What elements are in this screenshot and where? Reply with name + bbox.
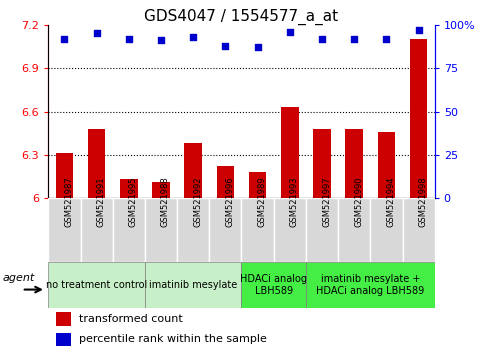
FancyBboxPatch shape [306,198,338,262]
Bar [185,143,202,198]
FancyBboxPatch shape [145,262,242,308]
Bar [345,129,363,198]
Text: GSM521995: GSM521995 [129,176,138,227]
FancyBboxPatch shape [145,198,177,262]
Point [60,36,68,41]
Point [318,36,326,41]
Text: GSM521991: GSM521991 [97,176,106,227]
Text: GSM521992: GSM521992 [193,176,202,227]
Text: GSM521997: GSM521997 [322,176,331,227]
Bar [313,129,331,198]
Text: imatinib mesylate: imatinib mesylate [149,280,237,290]
Bar [281,107,298,198]
Point [222,43,229,48]
Point [286,29,294,35]
Bar [56,153,73,198]
Text: percentile rank within the sample: percentile rank within the sample [79,335,267,344]
Bar [378,132,395,198]
Text: transformed count: transformed count [79,314,183,324]
FancyBboxPatch shape [306,262,435,308]
Bar [56,312,71,326]
FancyBboxPatch shape [370,198,402,262]
Point [415,27,423,33]
FancyBboxPatch shape [402,198,435,262]
Bar [216,166,234,198]
Bar [88,129,105,198]
Bar [56,333,71,346]
Text: GSM521989: GSM521989 [257,176,267,227]
Text: no treatment control: no treatment control [46,280,147,290]
Point [350,36,358,41]
FancyBboxPatch shape [242,198,274,262]
Bar [249,172,267,198]
FancyBboxPatch shape [48,262,145,308]
Text: GSM521998: GSM521998 [419,176,427,227]
Point [254,45,261,50]
FancyBboxPatch shape [274,198,306,262]
Text: GSM521987: GSM521987 [64,176,73,227]
FancyBboxPatch shape [81,198,113,262]
FancyBboxPatch shape [209,198,242,262]
FancyBboxPatch shape [177,198,209,262]
Text: HDACi analog
LBH589: HDACi analog LBH589 [240,274,307,296]
Text: GSM521993: GSM521993 [290,176,299,227]
Text: GSM521990: GSM521990 [354,176,363,227]
Bar [120,179,138,198]
Text: GSM521996: GSM521996 [226,176,234,227]
Text: imatinib mesylate +
HDACi analog LBH589: imatinib mesylate + HDACi analog LBH589 [316,274,425,296]
Text: agent: agent [2,273,35,283]
Point [157,38,165,43]
FancyBboxPatch shape [338,198,370,262]
Point [383,36,390,41]
FancyBboxPatch shape [113,198,145,262]
FancyBboxPatch shape [48,198,81,262]
Text: GSM521988: GSM521988 [161,176,170,227]
Bar [410,39,427,198]
Point [189,34,197,40]
FancyBboxPatch shape [242,262,306,308]
Bar [152,182,170,198]
Point [125,36,133,41]
Point [93,30,100,36]
Text: GSM521994: GSM521994 [386,176,396,227]
Title: GDS4047 / 1554577_a_at: GDS4047 / 1554577_a_at [144,8,339,25]
